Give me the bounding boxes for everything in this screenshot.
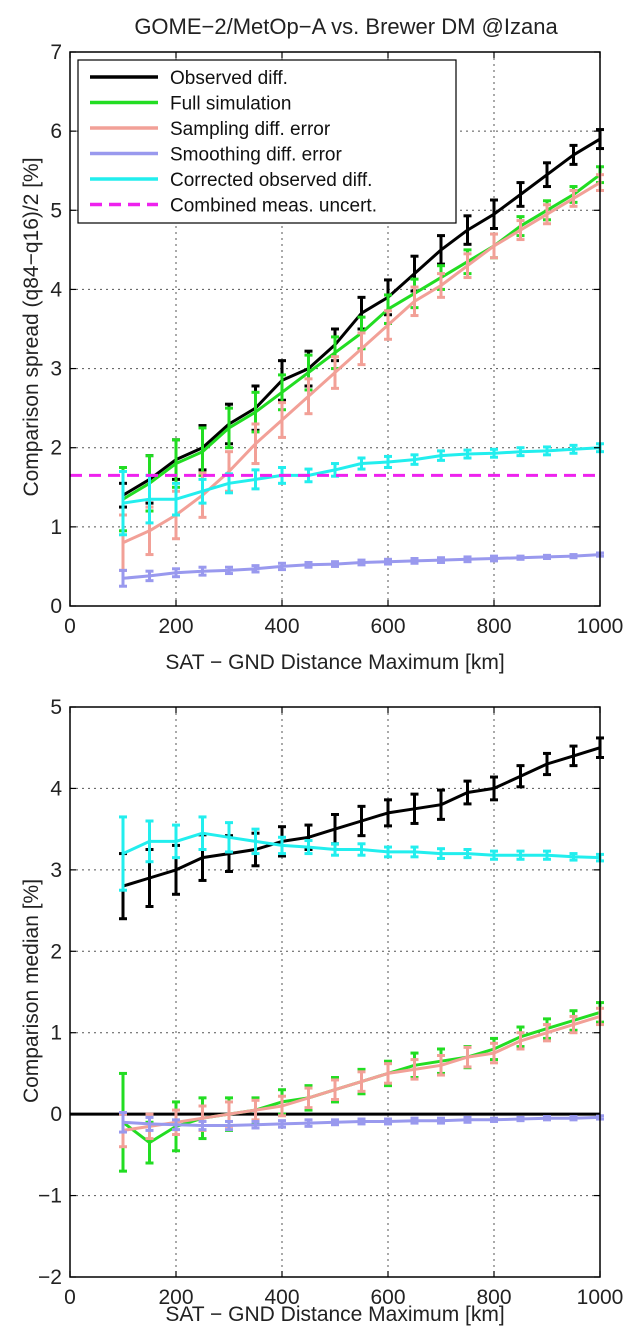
spread-chart-xtick-label: 200: [158, 615, 193, 638]
median-chart-ytick-label: 0: [50, 1103, 62, 1126]
spread-chart-series-corrected-line: [122, 446, 601, 505]
spread-chart: Comparison spread (q84−q16)/2 [%] SAT − …: [20, 41, 623, 674]
spread-chart-ytick-label: 2: [50, 437, 62, 460]
legend-label-corrected: Corrected observed diff.: [170, 170, 372, 191]
legend-box: [77, 59, 457, 224]
median-chart: Comparison median [%] SAT − GND Distance…: [20, 696, 623, 1326]
median-chart-ylabel: Comparison median [%]: [20, 879, 43, 1103]
median-chart-xtick-label: 600: [370, 1286, 405, 1309]
spread-chart-ylabel: Comparison spread (q84−q16)/2 [%]: [20, 157, 43, 496]
spread-chart-ytick-label: 4: [50, 278, 62, 301]
median-chart-plot-area: [70, 707, 600, 1277]
median-chart-ytick-label: −2: [38, 1266, 62, 1289]
median-chart-series-smoothing-line: [122, 1115, 601, 1127]
median-chart-ytick-label: 2: [50, 940, 62, 963]
spread-chart-ytick-label: 0: [50, 595, 62, 618]
median-chart-series-observed-line: [122, 746, 601, 888]
spread-chart-xtick-label: 800: [476, 615, 511, 638]
legend-label-smoothing: Smoothing diff. error: [170, 145, 342, 166]
median-chart-series-corrected-line: [122, 831, 601, 860]
median-chart-series-sampling-line: [122, 1014, 601, 1132]
spread-chart-xtick-label: 600: [370, 615, 405, 638]
median-chart-xlabel: SAT − GND Distance Maximum [km]: [165, 1303, 504, 1326]
spread-chart-frame: [69, 51, 601, 607]
median-chart-ytick-label: 3: [50, 859, 62, 882]
spread-chart-xtick-label: 1000: [577, 615, 624, 638]
legend-label-observed: Observed diff.: [170, 68, 288, 89]
spread-chart-ytick-label: 3: [50, 358, 62, 381]
spread-chart-ytick-label: 7: [50, 41, 62, 64]
spread-chart-ytick-label: 5: [50, 199, 62, 222]
spread-chart-xtick-label: 400: [264, 615, 299, 638]
median-chart-ytick-label: 4: [50, 777, 62, 800]
figure-title: GOME−2/MetOp−A vs. Brewer DM @Izana: [134, 14, 558, 39]
median-chart-ytick-label: −1: [38, 1185, 62, 1208]
spread-chart-ytick-label: 1: [50, 516, 62, 539]
median-chart-frame: [69, 706, 601, 1278]
spread-chart-xlabel: SAT − GND Distance Maximum [km]: [165, 651, 504, 674]
median-chart-ytick-label: 1: [50, 1022, 62, 1045]
spread-chart-xtick-label: 0: [64, 615, 76, 638]
median-chart-xtick-label: 1000: [577, 1286, 624, 1309]
legend-label-full_sim: Full simulation: [170, 94, 291, 115]
spread-chart-ytick-label: 6: [50, 120, 62, 143]
median-chart-xtick-label: 400: [264, 1286, 299, 1309]
median-chart-ytick-label: 5: [50, 696, 62, 719]
legend-label-sampling: Sampling diff. error: [170, 119, 331, 140]
legend-label-combined: Combined meas. uncert.: [170, 196, 377, 217]
median-chart-xtick-label: 0: [64, 1286, 76, 1309]
spread-chart-series-smoothing-line: [122, 553, 601, 580]
median-chart-xtick-label: 200: [158, 1286, 193, 1309]
median-chart-xtick-label: 800: [476, 1286, 511, 1309]
